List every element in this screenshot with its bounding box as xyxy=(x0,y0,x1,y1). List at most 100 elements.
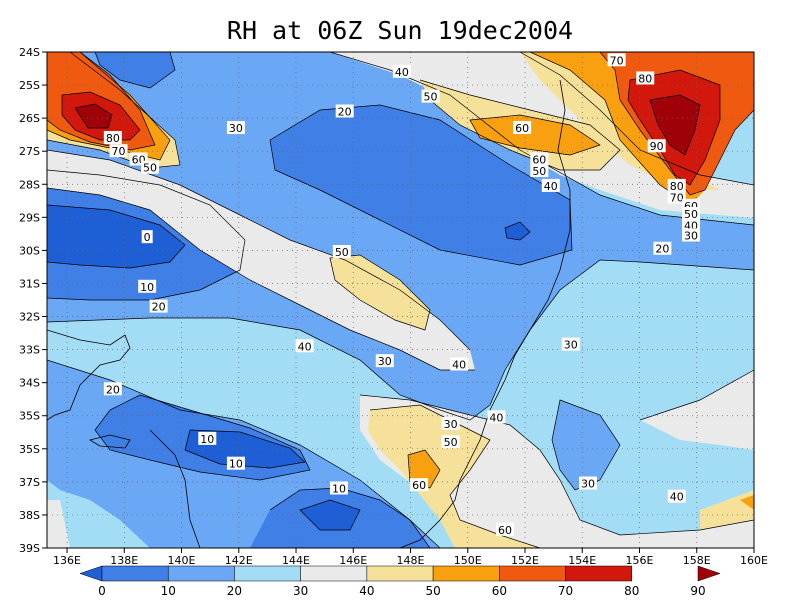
contour-label: 60 xyxy=(515,122,529,135)
colorbar-swatch xyxy=(697,565,721,582)
x-tick-label: 150E xyxy=(454,554,482,567)
y-tick-label: 39S xyxy=(19,542,40,555)
contour-label: 30 xyxy=(378,355,392,368)
contour-label: 20 xyxy=(106,383,120,396)
contour-lines xyxy=(47,52,754,548)
y-tick-label: 27S xyxy=(19,145,40,158)
contour-label-bg xyxy=(682,228,701,242)
contour-label-bg xyxy=(441,435,460,449)
contour-label-bg xyxy=(138,279,157,293)
contour-label-bg xyxy=(295,339,314,353)
band-50-60-center xyxy=(330,255,430,330)
contour-label-bg xyxy=(513,121,532,135)
contour-label: 10 xyxy=(332,482,346,495)
contour-label: 30 xyxy=(444,418,458,431)
band-40-50-left xyxy=(47,500,70,548)
contour-label: 20 xyxy=(655,243,669,256)
contour-label-bg xyxy=(141,230,153,244)
contour-label-bg xyxy=(198,431,217,445)
contour-label-bg xyxy=(441,417,460,430)
x-tick-label: 136E xyxy=(53,554,81,567)
y-tick-label: 29S xyxy=(19,211,40,224)
contour-label: 30 xyxy=(684,230,698,243)
contour-label-bg xyxy=(421,89,440,103)
x-tick-label: 156E xyxy=(626,554,654,567)
contour-label-bg xyxy=(450,357,469,371)
x-tick-label: 160E xyxy=(740,554,768,567)
band-10-20-nw xyxy=(95,52,175,88)
y-tick-label: 35S xyxy=(19,410,40,423)
band-60-70-se xyxy=(740,495,754,510)
contour-label-bg xyxy=(653,241,672,255)
contour-label: 80 xyxy=(670,180,684,193)
contour-label: 50 xyxy=(532,165,546,178)
colorbar-swatch xyxy=(432,565,500,582)
contour-label: 80 xyxy=(106,132,120,145)
contour-label: 70 xyxy=(112,145,126,158)
contour-label: 30 xyxy=(581,478,595,491)
contour-label-bg xyxy=(226,456,245,470)
contour-label-bg xyxy=(149,299,168,313)
contour-label-bg xyxy=(682,218,701,232)
x-tick-label: 154E xyxy=(568,554,596,567)
contour-label-bg xyxy=(141,160,160,174)
contour-label: 40 xyxy=(544,180,558,193)
contour-label-bg xyxy=(332,245,351,259)
contour-label-bg xyxy=(495,522,514,536)
colorbar-swatch xyxy=(234,565,301,582)
colorbar-swatch xyxy=(300,565,368,582)
contour-label: 40 xyxy=(395,66,409,79)
colorbar-tick-label: 90 xyxy=(690,584,705,598)
contour-label-bg xyxy=(109,144,128,158)
contour-label: 50 xyxy=(335,246,349,259)
x-axis-ticks: 136E 138E 140E 142E 144E 146E 148E 150E 152E 154E… xyxy=(53,548,768,567)
y-tick-label: 32S xyxy=(19,311,40,324)
colorbar-tick-label: 30 xyxy=(293,584,308,598)
contour-label-bg xyxy=(410,478,429,492)
colorbar-swatch xyxy=(79,565,103,582)
y-tick-label: 35S xyxy=(19,443,40,456)
colorbar-swatch xyxy=(101,565,169,582)
colorbar-tick-label: 80 xyxy=(624,584,639,598)
y-tick-label: 28S xyxy=(19,178,40,191)
colorbar-tick-label: 60 xyxy=(492,584,507,598)
colorbar-tick-label: 50 xyxy=(425,584,440,598)
band-40-50-diag xyxy=(47,150,475,370)
y-tick-label: 38S xyxy=(19,509,40,522)
plot-frame xyxy=(46,51,755,549)
band-0-10-west xyxy=(47,205,185,268)
contour-label: 10 xyxy=(200,433,214,446)
y-tick-label: 34S xyxy=(19,377,40,390)
contour-label-bg xyxy=(607,53,626,67)
contour-label-bg xyxy=(541,178,560,192)
contour-label: 60 xyxy=(532,153,546,166)
contour-label: 50 xyxy=(424,91,438,104)
contour-label: 30 xyxy=(229,122,243,135)
y-tick-label: 31S xyxy=(19,277,40,290)
contour-label-bg xyxy=(375,354,394,368)
contour-label: 20 xyxy=(338,106,352,119)
contour-label: 70 xyxy=(670,191,684,204)
y-tick-label: 26S xyxy=(19,112,40,125)
contour-label-bg xyxy=(392,64,411,78)
contour-label: 40 xyxy=(298,340,312,353)
y-axis-ticks: 24S 25S 26S 27S 28S 29S 30S 31S 32S 33S 34S 35S 35S 3… xyxy=(19,46,47,555)
x-tick-label: 140E xyxy=(168,554,196,567)
contour-label: 70 xyxy=(610,54,624,67)
coastlines xyxy=(47,79,571,548)
band-40-50-east xyxy=(640,370,754,450)
contour-label: 10 xyxy=(140,281,154,294)
contour-label: 10 xyxy=(229,458,243,471)
contour-label-bg xyxy=(530,152,549,166)
band-0-10-se xyxy=(300,500,360,530)
y-tick-label: 37S xyxy=(19,476,40,489)
colorbar-tick-label: 20 xyxy=(227,584,242,598)
contour-label-bg xyxy=(667,489,686,503)
band-20-30-east xyxy=(552,400,620,490)
contour-label-bg xyxy=(636,71,655,85)
y-tick-label: 25S xyxy=(19,79,40,92)
contour-label: 50 xyxy=(143,162,157,175)
x-tick-label: 152E xyxy=(511,554,539,567)
